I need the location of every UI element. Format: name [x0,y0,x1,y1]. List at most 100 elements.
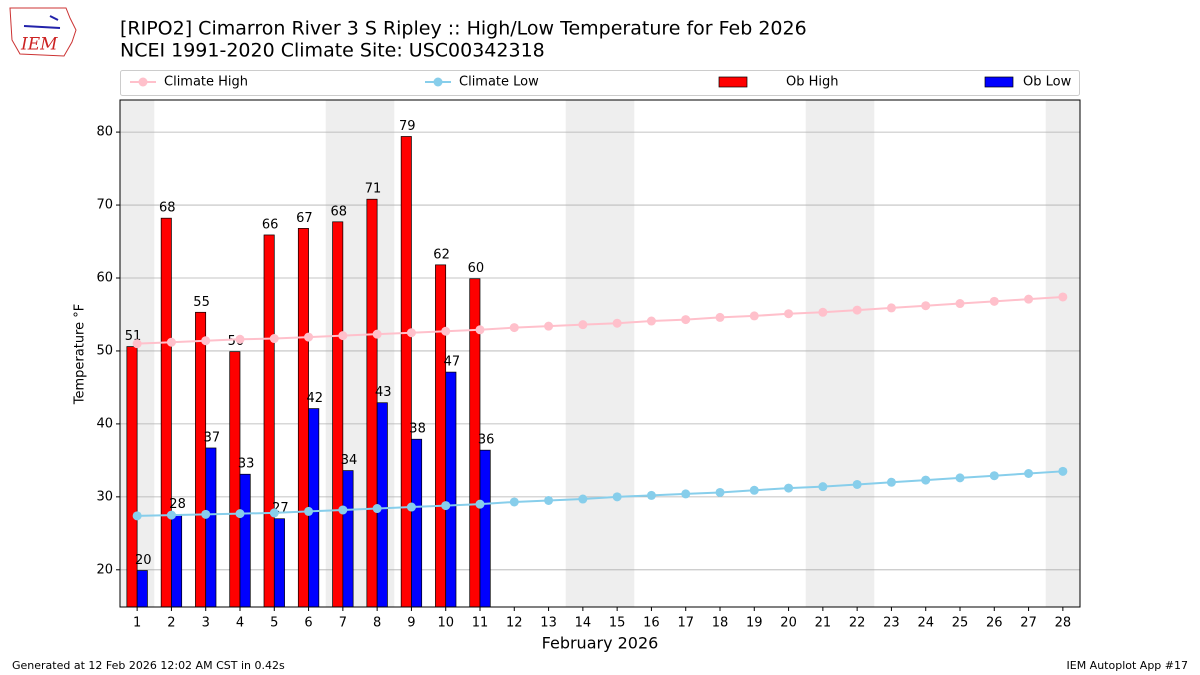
bar [239,473,251,608]
x-tick-label: 19 [746,616,763,631]
bar [400,136,412,608]
weekend-shade [840,100,875,607]
point [441,501,451,511]
logo-outline [9,7,77,57]
data-label: 37 [204,430,221,445]
y-tick-label: 80 [96,125,113,140]
legend-label: Ob High [786,75,839,90]
weekend-shade [1045,100,1080,607]
x-tick-label: 27 [1020,616,1037,631]
point [269,334,279,344]
point [509,497,519,507]
point [989,296,999,306]
bar [366,198,378,608]
point [1058,466,1068,476]
x-tick-label: 4 [236,616,244,631]
data-label: 68 [159,201,176,216]
point [749,311,759,321]
data-label: 60 [468,261,485,276]
data-label: 71 [365,182,382,197]
point [578,320,588,330]
point [681,315,691,325]
point [166,510,176,520]
point [681,489,691,499]
point [784,309,794,319]
data-label: 66 [262,217,279,232]
point [955,473,965,483]
point [406,502,416,512]
x-tick-label: 23 [883,616,900,631]
point [201,336,211,346]
data-label: 28 [169,497,186,512]
weekend-shade [805,100,840,607]
data-label: 79 [399,119,416,134]
x-tick-label: 11 [472,616,489,631]
bar [479,449,491,608]
x-tick-label: 20 [780,616,797,631]
point [1024,294,1034,304]
bar [171,514,183,608]
bar [273,518,285,608]
x-tick-label: 28 [1055,616,1072,631]
x-axis-label: February 2026 [542,634,659,653]
x-tick-label: 24 [917,616,934,631]
point [1058,292,1068,302]
point [886,303,896,313]
plot-frame [119,99,1081,608]
bar [332,221,344,608]
data-label: 62 [433,247,450,262]
bar [411,438,423,608]
data-label: 36 [478,433,495,448]
point [544,495,554,505]
x-tick-label: 26 [986,616,1003,631]
bar [136,570,148,608]
x-tick-label: 8 [373,616,381,631]
legend-label: Climate Low [459,75,539,90]
legend-marker [138,77,148,87]
legend-swatch [718,76,748,88]
point [646,316,656,326]
y-tick-label: 60 [96,270,113,285]
point [338,331,348,341]
x-tick-label: 12 [506,616,523,631]
point [886,477,896,487]
point [852,305,862,315]
line [137,470,1063,517]
point [235,509,245,519]
point [132,339,142,349]
data-label: 68 [330,204,347,219]
point [269,508,279,518]
y-tick-label: 70 [96,198,113,213]
point [955,299,965,309]
data-label: 67 [296,211,313,226]
bar [435,264,447,608]
point [544,321,554,331]
point [612,318,622,328]
x-tick-label: 16 [643,616,660,631]
point [304,332,314,342]
y-tick-label: 20 [96,562,113,577]
data-label: 20 [135,553,152,568]
point [784,483,794,493]
weekend-shade [565,100,600,607]
bar [342,470,354,608]
weekend-shade [600,100,635,607]
y-tick-label: 50 [96,343,113,358]
x-tick-label: 6 [304,616,312,631]
point [921,475,931,485]
x-tick-label: 18 [712,616,729,631]
bar [229,351,241,608]
point [475,325,485,335]
point [989,471,999,481]
point [406,328,416,338]
bar [205,447,217,608]
x-tick-label: 17 [677,616,694,631]
x-tick-label: 9 [407,616,415,631]
data-label: 47 [444,355,461,370]
x-tick-label: 21 [815,616,832,631]
point [749,485,759,495]
logo-icon [23,15,61,29]
point [715,312,725,322]
point [1024,469,1034,479]
